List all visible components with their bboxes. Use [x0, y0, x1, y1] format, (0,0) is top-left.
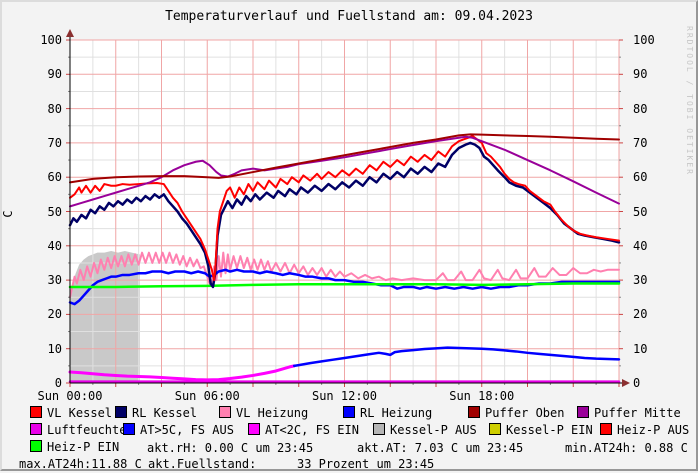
legend-item-rl-kessel: RL Kessel — [115, 406, 197, 420]
legend-item-kessel-p-ein: Kessel-P EIN — [489, 423, 593, 437]
y-tick-right-50: 50 — [633, 204, 648, 219]
y-tick-right-60: 60 — [633, 170, 648, 185]
kessel-p-ein-swatch-icon — [489, 423, 501, 435]
y-tick-left-10: 10 — [47, 341, 62, 356]
y-tick-left-80: 80 — [47, 101, 62, 116]
legend-item-heiz-p-ein: Heiz-P EIN — [30, 440, 119, 454]
legend-item-vl-kessel: VL Kessel — [30, 406, 112, 420]
legend-item-puffer-oben: Puffer Oben — [468, 406, 564, 420]
rl-heizung-swatch-icon — [343, 406, 355, 418]
rl-kessel-swatch-icon — [115, 406, 127, 418]
x-tick-12: Sun 12:00 — [311, 389, 378, 403]
kessel-p-aus-swatch-icon — [373, 423, 385, 435]
legend-item-at-lt2: AT<2C, FS EIN — [248, 423, 359, 437]
chart-title: Temperaturverlauf und Fuellstand am: 09.… — [165, 9, 533, 24]
y-tick-right-40: 40 — [633, 238, 648, 253]
stat-fuellstand-value: 33 Prozent um 23:45 — [297, 457, 435, 471]
vl-heizung-swatch-icon — [219, 406, 231, 418]
rrdtool-watermark: RRDTOOL / TOBI OETIKER — [685, 26, 694, 176]
y-tick-right-90: 90 — [633, 67, 648, 82]
stat-akt-at: akt.AT: 7.03 C um 23:45 — [357, 441, 524, 455]
at-lt2-swatch-icon — [248, 423, 260, 435]
y-tick-left-100: 100 — [40, 33, 62, 47]
puffer-mitte-swatch-icon — [577, 406, 589, 418]
stat-fuellstand-label: akt.Fuellstand: — [148, 457, 257, 471]
y-tick-left-40: 40 — [47, 238, 62, 253]
legend-item-kessel-p-aus: Kessel-P AUS — [373, 423, 477, 437]
legend-item-luftfeuchte: Luftfeuchte — [30, 423, 126, 437]
legend-item-puffer-mitte: Puffer Mitte — [577, 406, 681, 420]
stat-min-at24h: min.AT24h: 0.88 C — [565, 441, 688, 455]
at-gt5-swatch-icon — [123, 423, 135, 435]
legend-item-heiz-p-aus: Heiz-P AUS — [600, 423, 689, 437]
y-tick-right-100: 100 — [633, 33, 655, 47]
y-tick-right-80: 80 — [633, 101, 648, 116]
y-tick-right-10: 10 — [633, 341, 648, 356]
stat-max-at24h: max.AT24h:11.88 C — [19, 457, 142, 471]
legend-item-at-gt5: AT>5C, FS AUS — [123, 423, 234, 437]
y-tick-left-0: 0 — [54, 376, 62, 390]
x-tick-18: Sun 18:00 — [449, 389, 515, 403]
y-tick-left-30: 30 — [47, 273, 62, 288]
y-tick-left-50: 50 — [47, 204, 62, 219]
stat-akt-rh: akt.rH: 0.00 C um 23:45 — [147, 441, 314, 455]
y-tick-left-20: 20 — [47, 307, 62, 322]
x-tick-6: Sun 06:00 — [174, 389, 240, 403]
y-tick-right-30: 30 — [633, 273, 648, 288]
heiz-p-ein-swatch-icon — [30, 440, 42, 452]
legend-item-rl-heizung: RL Heizung — [343, 406, 432, 420]
luftfeuchte-swatch-icon — [30, 423, 42, 435]
y-tick-right-20: 20 — [633, 307, 648, 322]
y-tick-right-70: 70 — [633, 135, 648, 150]
puffer-oben-swatch-icon — [468, 406, 480, 418]
y-tick-left-60: 60 — [47, 170, 62, 185]
x-tick-0: Sun 00:00 — [37, 389, 103, 403]
y-tick-left-70: 70 — [47, 135, 62, 150]
y-tick-right-0: 0 — [633, 376, 641, 390]
vl-kessel-swatch-icon — [30, 406, 42, 418]
legend-item-vl-heizung: VL Heizung — [219, 406, 308, 420]
heiz-p-aus-swatch-icon — [600, 423, 612, 435]
y-tick-left-90: 90 — [47, 67, 62, 82]
